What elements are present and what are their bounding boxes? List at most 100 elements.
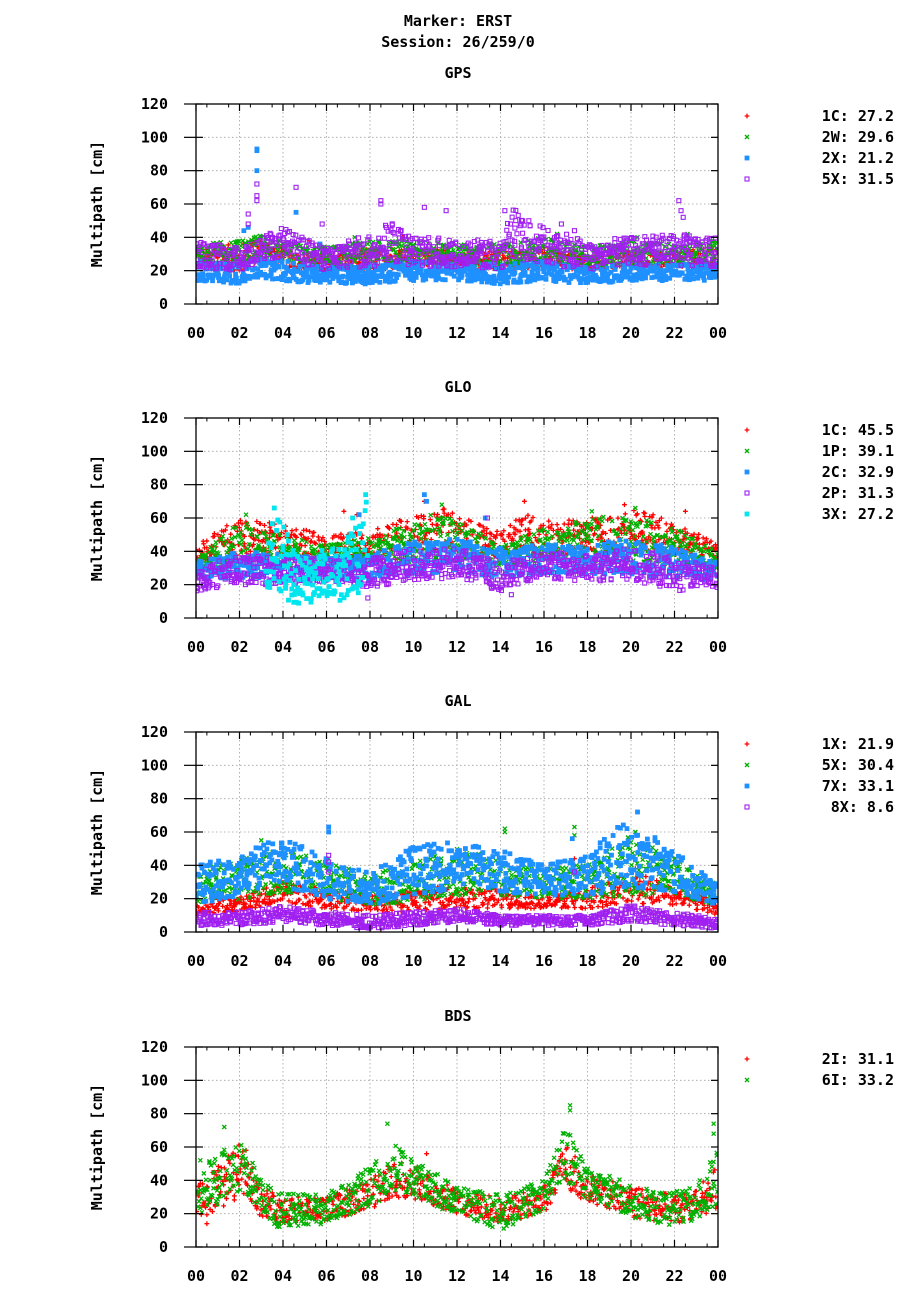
data-point [411,265,417,271]
data-point [622,256,628,262]
data-point [311,264,317,270]
data-point [268,267,274,273]
data-point [416,262,421,267]
data-point [382,265,387,271]
data-point [599,242,605,249]
x-tick-label: 16 [535,324,553,342]
data-point [622,262,627,268]
data-point [404,519,410,525]
data-point [655,522,661,528]
data-point [465,272,471,278]
data-point [483,535,489,541]
data-point [233,275,239,281]
data-point [398,227,404,234]
data-point [506,274,512,280]
data-point [380,244,386,250]
data-point [299,234,305,240]
data-point [593,275,599,280]
data-point [676,198,682,204]
data-point [678,208,684,214]
data-point [486,264,492,270]
data-point [352,264,358,270]
data-point [221,542,227,547]
data-point [378,274,384,279]
data-point [559,269,565,275]
data-point [528,275,534,281]
data-point [259,242,266,248]
legend-marker-1c [744,113,750,119]
data-point [415,522,421,528]
data-point [383,537,389,543]
x-tick-label: 14 [491,324,509,342]
data-point [542,239,548,245]
data-point [448,265,454,271]
legend-label-5x: 5X: 31.5 [822,170,894,188]
data-point [421,513,427,519]
x-tick-label: 02 [230,324,248,342]
data-point [540,522,546,528]
data-point [479,279,485,285]
data-point [290,232,296,238]
data-point [503,238,509,244]
data-point [531,532,537,537]
data-point [425,527,431,533]
data-point [615,254,621,260]
data-point [408,267,414,273]
data-point [251,542,256,547]
data-point [217,260,223,266]
data-point [505,280,511,286]
data-point [290,260,296,266]
data-point [487,238,493,244]
data-point [573,265,579,271]
data-point [319,537,324,543]
data-point [428,512,434,518]
data-point [585,279,591,285]
data-point [367,258,373,264]
data-point [402,234,409,240]
data-point [379,539,385,545]
data-point [619,521,625,526]
data-point [645,260,651,266]
data-point [204,277,210,283]
legend-label-1c: 1C: 27.2 [822,107,894,125]
data-point [372,534,378,540]
data-point [424,249,430,255]
data-point [273,259,278,265]
data-point [358,273,363,279]
data-point [512,261,518,266]
data-point [516,254,522,260]
data-point [241,228,247,234]
data-point [526,218,532,224]
data-point [484,279,490,285]
data-point [285,268,291,274]
data-point [203,553,209,559]
data-point [521,222,527,228]
data-point [258,269,264,275]
data-point [319,221,325,227]
data-point [370,239,376,245]
data-point [491,281,497,286]
data-point [507,532,513,538]
data-point [651,249,657,255]
data-point [578,269,583,275]
data-point [689,269,694,274]
data-point [433,257,439,263]
data-point [347,264,353,269]
data-point [387,526,392,531]
data-point [436,243,442,249]
data-point [262,271,267,277]
data-point [579,265,585,271]
data-point [564,537,570,543]
data-point [322,539,328,544]
data-point [228,240,234,246]
data-point [495,247,501,253]
data-point [433,277,439,283]
data-point [257,260,263,266]
data-point [392,231,398,237]
data-point [308,544,314,550]
data-point [686,233,692,239]
data-point [464,522,469,528]
data-point [680,214,686,220]
data-point [631,272,637,278]
data-point [520,257,526,263]
